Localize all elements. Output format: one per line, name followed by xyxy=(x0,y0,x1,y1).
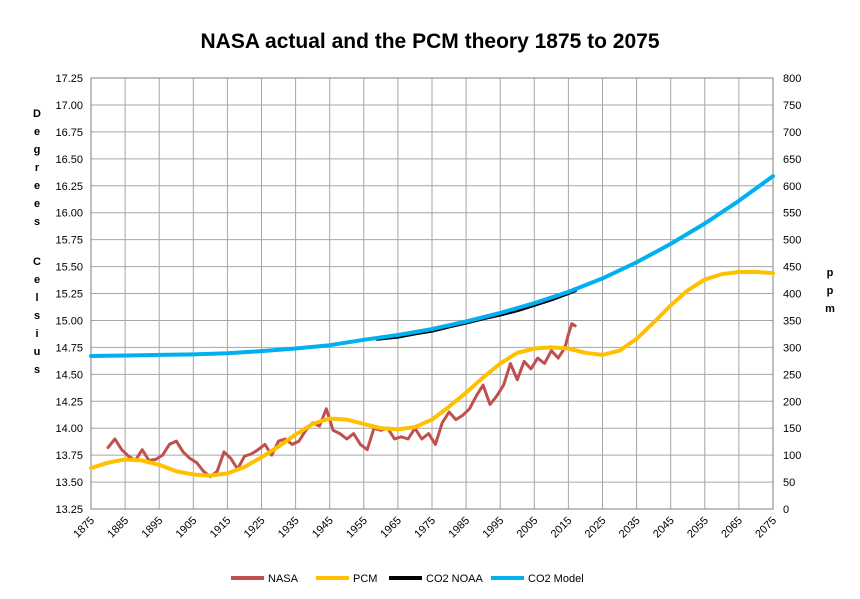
chart-title: NASA actual and the PCM theory 1875 to 2… xyxy=(200,30,660,53)
x-tick-label: 1955 xyxy=(344,515,370,541)
y-right-tick-label: 450 xyxy=(783,262,801,274)
series-line-nasa xyxy=(106,322,577,479)
y-right-tick-label: 200 xyxy=(783,396,801,408)
y-left-tick-label: 14.00 xyxy=(55,423,83,435)
x-tick-label: 1995 xyxy=(481,515,507,541)
y-left-tick-label: 17.00 xyxy=(55,100,83,112)
y-right-tick-label: 750 xyxy=(783,100,801,112)
x-tick-label: 1895 xyxy=(140,515,166,541)
x-tick-labels: 1875 1885 1895 1905 1915 1925 1935 1945 1955 1965… xyxy=(71,515,779,541)
y-right-tick-label: 700 xyxy=(783,127,801,139)
series-line-pcm xyxy=(89,270,775,478)
y-right-tick-label: 250 xyxy=(783,369,801,381)
y-left-tick-label: 13.75 xyxy=(55,450,83,462)
y-left-tick-label: 16.50 xyxy=(55,154,83,166)
y-left-tick-label: 13.25 xyxy=(55,504,83,516)
y-left-tick-label: 16.00 xyxy=(55,208,83,220)
y-right-tick-label: 600 xyxy=(783,181,801,193)
y-right-tick-label: 300 xyxy=(783,342,801,354)
y-right-tick-label: 50 xyxy=(783,477,795,489)
y-left-axis-label-char: l xyxy=(35,292,38,304)
legend-label: CO2 Model xyxy=(528,573,584,585)
y-left-axis-label-char: r xyxy=(35,162,40,174)
y-right-tick-label: 0 xyxy=(783,504,789,516)
y-left-tick-label: 15.75 xyxy=(55,235,83,247)
grid-lines xyxy=(90,77,774,510)
y-left-axis-label-char: s xyxy=(34,216,40,228)
y-left-axis-label-char: e xyxy=(34,180,40,192)
y-right-axis-label-char: p xyxy=(827,285,834,297)
x-tick-label: 1935 xyxy=(276,515,302,541)
y-left-tick-label: 15.25 xyxy=(55,289,83,301)
legend-label: CO2 NOAA xyxy=(426,573,484,585)
y-left-axis-label-char: e xyxy=(34,274,40,286)
y-right-tick-label: 550 xyxy=(783,208,801,220)
y-left-axis-label-char: D xyxy=(33,108,41,120)
x-tick-label: 2065 xyxy=(719,515,745,541)
y-right-axis-label-char: p xyxy=(827,267,834,279)
y-left-axis-label-char: s xyxy=(34,364,40,376)
y-left-tick-label: 16.75 xyxy=(55,127,83,139)
y-left-axis-label-char: i xyxy=(35,328,38,340)
y-right-tick-label: 500 xyxy=(783,235,801,247)
y-left-axis-label-char: e xyxy=(34,198,40,210)
x-tick-label: 1985 xyxy=(446,515,472,541)
y-right-tick-label: 100 xyxy=(783,450,801,462)
x-tick-label: 2075 xyxy=(753,515,779,541)
y-left-tick-label: 14.50 xyxy=(55,369,83,381)
x-tick-label: 2025 xyxy=(583,515,609,541)
y-left-tick-label: 16.25 xyxy=(55,181,83,193)
x-tick-label: 1975 xyxy=(412,515,438,541)
x-tick-label: 2015 xyxy=(549,515,575,541)
y-left-axis-label-char: C xyxy=(33,256,41,268)
y-right-tick-labels: 0 50 100 150 200 250 300 350 400 450 500 550 600 650 7… xyxy=(783,73,801,516)
y-right-tick-label: 150 xyxy=(783,423,801,435)
y-left-tick-label: 15.50 xyxy=(55,262,83,274)
y-left-tick-label: 15.00 xyxy=(55,315,83,327)
x-tick-label: 1945 xyxy=(310,515,336,541)
series-lines xyxy=(89,174,775,479)
x-tick-label: 1925 xyxy=(242,515,268,541)
x-tick-label: 1875 xyxy=(71,515,97,541)
y-left-tick-labels: 13.25 13.50 13.75 14.00 14.25 14.50 14.75 15.00… xyxy=(55,73,83,516)
x-tick-label: 2045 xyxy=(651,515,677,541)
x-tick-label: 1915 xyxy=(208,515,234,541)
x-tick-label: 1885 xyxy=(105,515,131,541)
y-left-tick-label: 14.75 xyxy=(55,342,83,354)
y-left-axis-label-char: e xyxy=(34,126,40,138)
y-left-tick-label: 17.25 xyxy=(55,73,83,85)
y-left-axis-label-char: s xyxy=(34,310,40,322)
legend-label: PCM xyxy=(353,573,377,585)
y-right-tick-label: 400 xyxy=(783,289,801,301)
y-left-axis-label-char: g xyxy=(34,144,41,156)
y-right-axis-label: ppm xyxy=(825,267,835,315)
legend-label: NASA xyxy=(268,573,299,585)
x-tick-label: 2055 xyxy=(685,515,711,541)
y-left-axis-label-char: u xyxy=(34,346,41,358)
y-left-tick-label: 13.50 xyxy=(55,477,83,489)
x-tick-label: 1965 xyxy=(378,515,404,541)
y-right-tick-label: 350 xyxy=(783,315,801,327)
x-tick-label: 2035 xyxy=(617,515,643,541)
y-right-tick-label: 650 xyxy=(783,154,801,166)
x-tick-label: 2005 xyxy=(515,515,541,541)
x-tick-label: 1905 xyxy=(174,515,200,541)
y-left-tick-label: 14.25 xyxy=(55,396,83,408)
legend: NASA PCM CO2 NOAA CO2 Model xyxy=(231,573,584,585)
plot-area-frame xyxy=(90,77,774,510)
y-right-axis-label-char: m xyxy=(825,303,835,315)
y-right-tick-label: 800 xyxy=(783,73,801,85)
series-line-co2-model xyxy=(89,174,775,358)
